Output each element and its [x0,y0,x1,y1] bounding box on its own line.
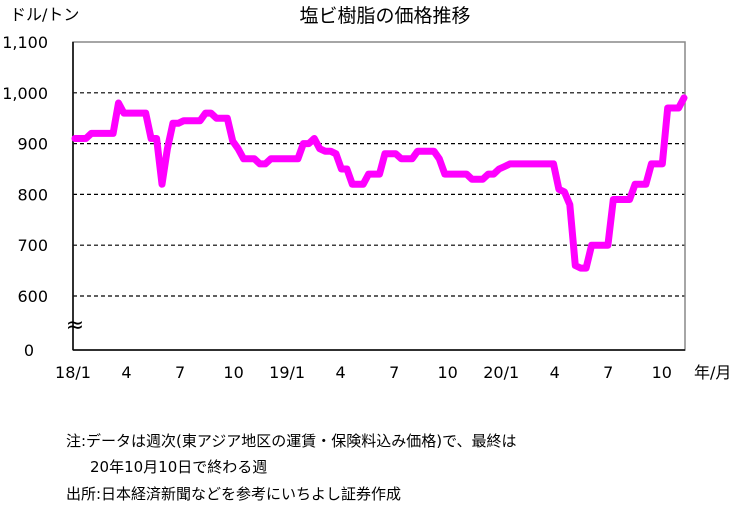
y-tick-label: 800 [17,185,48,204]
x-tick-label: 19/1 [269,363,305,382]
axis-break-symbol: ≈ [66,313,84,338]
x-tick-label: 10 [652,363,672,382]
x-unit-label: 年/月 [694,363,731,382]
x-tick-label: 7 [389,363,399,382]
y-tick-label: 900 [17,135,48,154]
x-tick-label: 4 [336,363,346,382]
y-tick-label: 600 [17,287,48,306]
x-tick-label: 7 [175,363,185,382]
x-tick-label: 4 [550,363,560,382]
x-tick-label: 10 [223,363,243,382]
x-tick-label: 18/1 [55,363,91,382]
x-tick-label: 7 [603,363,613,382]
series-line [71,94,688,272]
y-zero-label: 0 [24,341,34,360]
y-tick-label: 700 [17,236,48,255]
chart-title: 塩ビ樹脂の価格推移 [299,5,470,27]
y-tick-label: 1,100 [2,33,48,52]
x-tick-label: 20/1 [483,363,519,382]
x-tick-label: 4 [121,363,131,382]
x-tick-label: 10 [438,363,458,382]
source-line: 出所:日本経済新聞などを参考にいちよし証券作成 [66,485,402,503]
y-tick-labels: 1,100 1,000 900 800 700 600 [2,33,48,306]
note-line-2: 20年10月10日で終わる週 [90,458,268,476]
y-unit-label: ドル/トン [10,5,79,24]
y-tick-label: 1,000 [2,84,48,103]
x-tick-labels: 18/1 4 7 10 19/1 4 7 10 20/1 4 7 10 [55,363,672,382]
grid-lines [73,92,685,297]
note-line-1: 注:データは週次(東アジア地区の運賃・保険料込み価格)で、最終は [66,432,517,450]
plot-frame [72,41,686,351]
